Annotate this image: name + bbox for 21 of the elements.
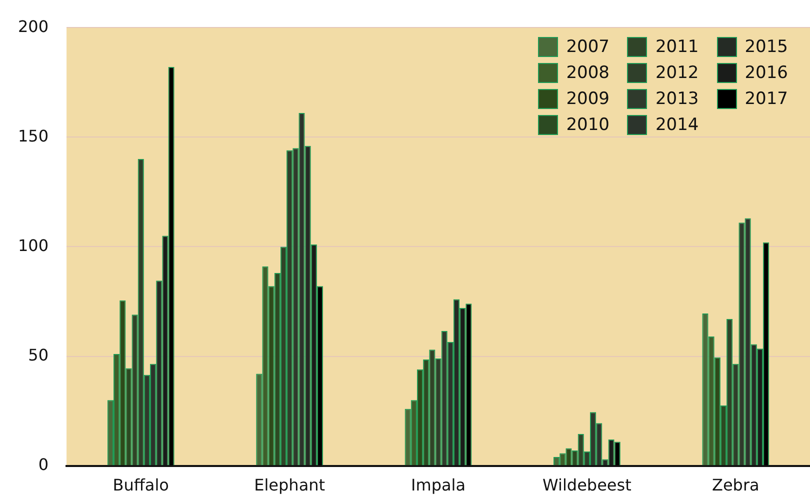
y-tick-label: 0 — [38, 454, 49, 474]
legend-label: 2014 — [655, 115, 699, 135]
legend-label: 2015 — [744, 37, 788, 57]
x-tick-label: Wildebeest — [542, 476, 632, 495]
legend-label: 2010 — [566, 115, 610, 135]
legend-label: 2017 — [744, 89, 788, 109]
legend-label: 2008 — [566, 63, 610, 83]
x-tick-label: Buffalo — [112, 476, 169, 495]
y-tick-label: 50 — [28, 345, 49, 364]
legend-label: 2013 — [655, 89, 699, 109]
y-tick-label: 150 — [18, 126, 49, 146]
y-tick-label: 100 — [18, 236, 49, 255]
legend-label: 2009 — [566, 89, 610, 109]
legend-label: 2011 — [655, 37, 699, 57]
legend-label: 2007 — [566, 37, 610, 57]
y-tick-label: 200 — [18, 16, 49, 36]
x-tick-label: Impala — [411, 476, 466, 495]
x-tick-label: Zebra — [712, 476, 760, 495]
legend-label: 2012 — [655, 63, 699, 83]
legend-label: 2016 — [744, 63, 788, 83]
x-tick-label: Elephant — [254, 476, 326, 495]
